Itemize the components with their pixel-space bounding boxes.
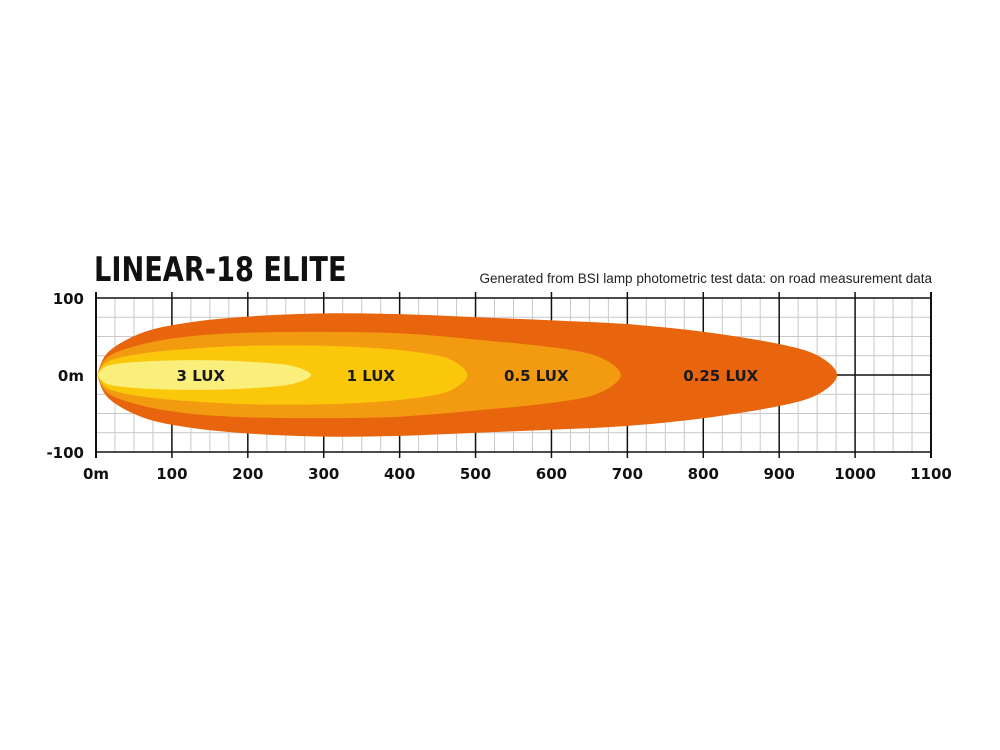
x-tick-label: 1100 <box>910 465 952 483</box>
x-tick-label: 0m <box>83 465 109 483</box>
zone-label-0-5-lux: 0.5 LUX <box>504 367 569 385</box>
x-tick-label: 1000 <box>834 465 876 483</box>
zone-label-0-25-lux: 0.25 LUX <box>683 367 758 385</box>
x-tick-label: 300 <box>308 465 339 483</box>
chart-subtitle: Generated from BSI lamp photometric test… <box>479 271 933 286</box>
zone-label-3-lux: 3 LUX <box>177 367 226 385</box>
x-tick-label: 700 <box>612 465 643 483</box>
x-tick-label: 100 <box>156 465 187 483</box>
y-tick-label: -100 <box>46 444 84 462</box>
chart-title: LINEAR-18 ELITE <box>94 250 347 290</box>
y-tick-label: 0m <box>58 367 84 385</box>
y-tick-label: 100 <box>53 290 84 308</box>
x-tick-label: 500 <box>460 465 491 483</box>
x-tick-label: 900 <box>764 465 795 483</box>
x-tick-label: 600 <box>536 465 567 483</box>
beam-contour-3-lux <box>97 360 312 390</box>
x-tick-label: 800 <box>688 465 719 483</box>
x-tick-label: 400 <box>384 465 415 483</box>
zone-label-1-lux: 1 LUX <box>347 367 396 385</box>
x-tick-label: 200 <box>232 465 263 483</box>
